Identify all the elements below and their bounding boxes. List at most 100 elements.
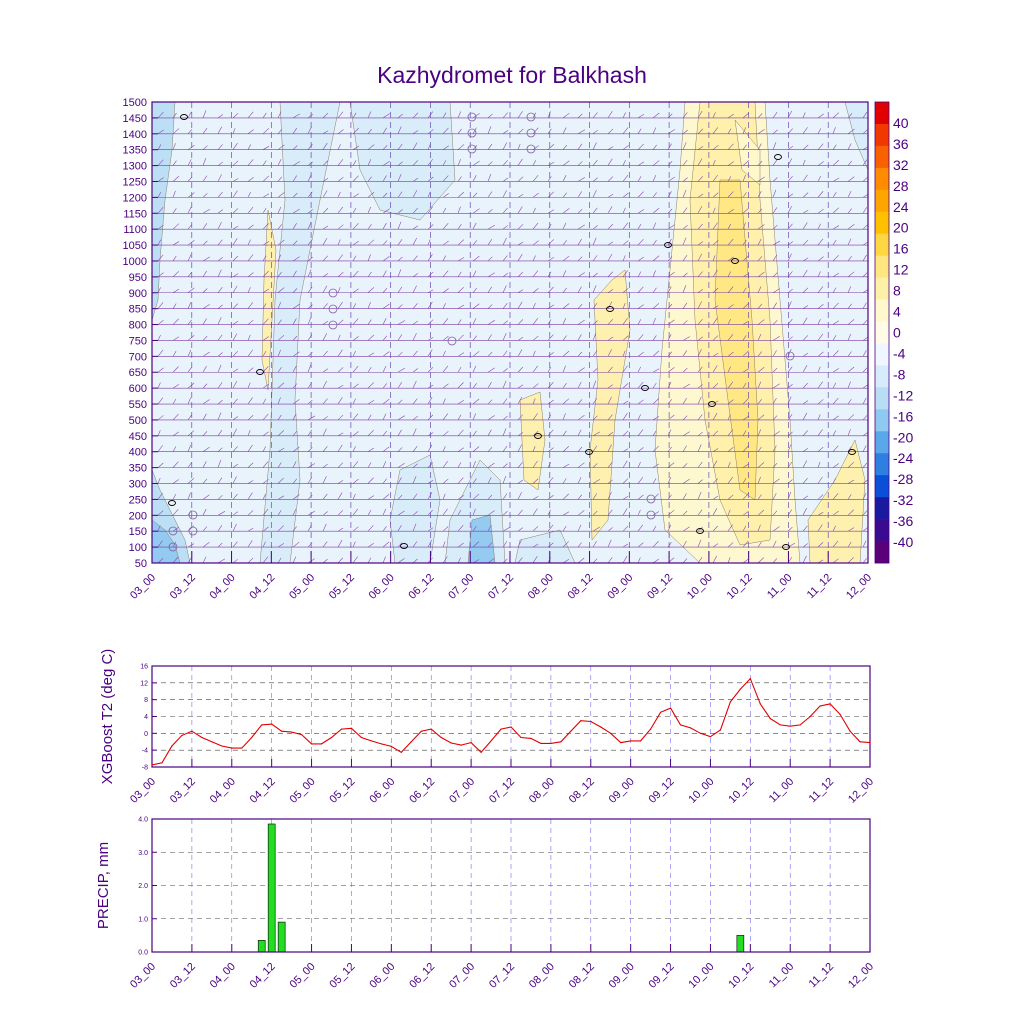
wind-barb bbox=[247, 272, 254, 278]
wind-barb bbox=[157, 525, 161, 532]
wind-barb bbox=[382, 113, 390, 119]
wind-barb bbox=[652, 558, 659, 563]
wind-barb bbox=[262, 461, 269, 468]
wind-barb bbox=[817, 113, 824, 119]
t2-xtick-label: 10_00 bbox=[686, 776, 716, 806]
t2-point bbox=[799, 724, 801, 726]
t2-point bbox=[181, 734, 183, 737]
wind-barb bbox=[232, 559, 238, 563]
wind-barb bbox=[352, 493, 356, 500]
wind-barb bbox=[547, 209, 555, 214]
wind-barb bbox=[172, 255, 177, 262]
wind-barb bbox=[517, 176, 524, 182]
calm-wind-marker bbox=[168, 542, 178, 552]
wind-barb bbox=[397, 161, 403, 166]
wind-barb bbox=[517, 366, 523, 373]
wind-barb bbox=[337, 224, 344, 230]
t2-ytick-label: 4 bbox=[144, 714, 148, 721]
wind-barb bbox=[652, 287, 657, 293]
t2-point bbox=[739, 688, 741, 690]
precip-xtick-label: 04_12 bbox=[248, 961, 278, 991]
wind-barb bbox=[262, 493, 266, 500]
wind-barb bbox=[652, 350, 660, 357]
wind-barb bbox=[368, 102, 369, 103]
wind-barb bbox=[652, 398, 659, 405]
contour-label-marker bbox=[731, 258, 739, 264]
t2-xtick-label: 05_12 bbox=[327, 776, 357, 806]
wind-barb bbox=[862, 479, 868, 484]
wind-barb bbox=[247, 480, 254, 484]
wind-barb bbox=[502, 302, 508, 309]
wind-barb bbox=[787, 366, 793, 373]
colorbar-swatch bbox=[875, 409, 889, 432]
wind-barb bbox=[847, 176, 855, 182]
wind-barb bbox=[757, 509, 765, 516]
heatmap-xtick-label: 05_00 bbox=[287, 572, 317, 602]
wind-barb bbox=[397, 382, 402, 389]
t2-point bbox=[430, 728, 432, 730]
wind-barb bbox=[382, 541, 390, 548]
wind-barb bbox=[247, 540, 253, 548]
heatmap-ytick-label: 450 bbox=[129, 431, 147, 443]
t2-point bbox=[340, 728, 343, 730]
wind-barb bbox=[562, 127, 567, 134]
wind-barb bbox=[397, 429, 402, 436]
wind-barb bbox=[532, 383, 539, 389]
wind-barb bbox=[802, 174, 808, 182]
heatmap-xtick-label: 06_00 bbox=[367, 572, 397, 602]
wind-barb bbox=[412, 237, 418, 246]
wind-barb bbox=[292, 399, 300, 405]
wind-barb bbox=[697, 509, 703, 516]
wind-barb bbox=[667, 161, 673, 166]
t2-xtick-label: 05_00 bbox=[288, 776, 318, 806]
colorbar-label: -8 bbox=[893, 366, 906, 382]
heatmap-ytick-label: 150 bbox=[129, 526, 147, 538]
wind-barb bbox=[187, 287, 195, 293]
wind-barb bbox=[532, 478, 539, 484]
wind-barb bbox=[427, 206, 433, 214]
wind-barb bbox=[502, 320, 508, 325]
wind-barb bbox=[202, 193, 208, 198]
wind-barb bbox=[517, 289, 524, 294]
precip-xtick-label: 09_00 bbox=[607, 961, 637, 991]
wind-barb bbox=[532, 145, 539, 150]
wind-barb bbox=[397, 209, 403, 214]
calm-wind-marker bbox=[467, 128, 477, 138]
t2-point bbox=[271, 723, 273, 725]
wind-barb bbox=[817, 351, 824, 357]
wind-barb bbox=[472, 240, 478, 246]
wind-barb bbox=[202, 318, 207, 325]
t2-point bbox=[520, 736, 522, 739]
wind-barb bbox=[307, 317, 312, 325]
wind-barb bbox=[517, 271, 524, 278]
wind-barb bbox=[517, 384, 524, 389]
wind-barb bbox=[202, 446, 210, 452]
colorbar-label: -32 bbox=[893, 492, 913, 508]
heatmap-ytick-label: 550 bbox=[129, 399, 147, 411]
wind-barb bbox=[622, 222, 629, 230]
wind-barb bbox=[727, 494, 734, 500]
heatmap-ytick-label: 400 bbox=[129, 447, 147, 459]
wind-barb bbox=[682, 493, 687, 500]
wind-barb bbox=[533, 102, 534, 103]
precip-xtick-label: 07_12 bbox=[487, 961, 517, 991]
wind-barb bbox=[637, 414, 641, 421]
wind-barb bbox=[292, 446, 300, 452]
precip-ytick-label: 2.0 bbox=[138, 883, 148, 890]
wind-barb bbox=[772, 558, 778, 563]
wind-barb bbox=[772, 254, 778, 262]
wind-barb bbox=[832, 320, 840, 325]
wind-barb bbox=[742, 415, 750, 421]
wind-barb bbox=[352, 556, 358, 563]
t2-point bbox=[530, 737, 532, 739]
wind-barb bbox=[442, 193, 449, 198]
wind-barb bbox=[277, 349, 281, 357]
wind-barb bbox=[802, 257, 809, 262]
wind-barb bbox=[457, 352, 465, 357]
wind-barb bbox=[157, 159, 164, 166]
wind-barb bbox=[817, 429, 823, 436]
wind-barb bbox=[727, 161, 734, 166]
wind-barb bbox=[187, 144, 195, 150]
heatmap-ytick-label: 1400 bbox=[123, 129, 147, 141]
wind-barb bbox=[622, 448, 629, 452]
